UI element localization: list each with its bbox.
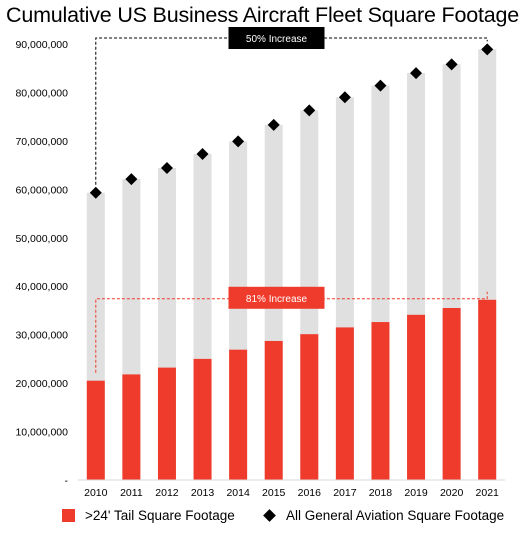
marker-all-ga <box>232 135 245 148</box>
y-tick-label: - <box>65 475 69 487</box>
y-tick-label: 90,000,000 <box>15 39 68 51</box>
x-tick-label: 2018 <box>369 487 393 499</box>
marker-all-ga <box>374 79 387 92</box>
x-tick-label: 2010 <box>84 487 108 499</box>
bar-tail <box>86 380 105 480</box>
y-tick-label: 40,000,000 <box>15 281 68 293</box>
x-tick-label: 2015 <box>262 487 286 499</box>
legend: >24' Tail Square Footage All General Avi… <box>0 508 529 530</box>
x-tick-label: 2016 <box>298 487 322 499</box>
bar-tail <box>335 327 354 480</box>
bar-tail <box>229 349 248 480</box>
y-tick-label: 10,000,000 <box>15 427 68 439</box>
bar-tail <box>407 314 426 480</box>
bar-tail <box>193 358 212 480</box>
y-tick-label: 60,000,000 <box>15 184 68 196</box>
legend-diamond-marker <box>263 509 276 522</box>
bar-tail <box>264 340 283 480</box>
legend-item-all: All General Aviation Square Footage <box>262 508 504 523</box>
marker-all-ga <box>303 104 316 117</box>
y-tick-label: 50,000,000 <box>15 233 68 245</box>
x-tick-label: 2019 <box>404 487 428 499</box>
marker-all-ga <box>196 147 209 160</box>
legend-swatch-red <box>62 509 75 522</box>
annotation-box <box>228 286 325 309</box>
marker-all-ga <box>445 58 458 71</box>
marker-all-ga <box>481 43 494 56</box>
bar-tail <box>122 374 141 480</box>
marker-all-ga <box>267 118 280 131</box>
legend-label-all: All General Aviation Square Footage <box>286 508 505 523</box>
annotation-box <box>228 27 325 49</box>
bar-tail <box>300 334 319 480</box>
annotation-label: 81% Increase <box>246 294 308 305</box>
x-tick-label: 2013 <box>191 487 215 499</box>
x-tick-label: 2017 <box>333 487 357 499</box>
x-tick-label: 2011 <box>120 487 143 499</box>
x-tick-label: 2020 <box>440 487 464 499</box>
y-tick-label: 70,000,000 <box>15 136 68 148</box>
marker-all-ga <box>338 91 351 104</box>
x-tick-label: 2014 <box>226 487 250 499</box>
marker-all-ga <box>125 173 138 186</box>
annotation-label: 50% Increase <box>246 34 308 45</box>
bar-tail <box>442 308 461 480</box>
legend-label-tail: >24' Tail Square Footage <box>85 508 235 523</box>
annotation-bracket <box>95 37 488 185</box>
chart-plot: - 10,000,000 20,000,000 30,000,000 40,000,00… <box>15 27 505 499</box>
bar-tail <box>478 299 497 480</box>
bar-tail <box>371 322 390 480</box>
y-tick-label: 20,000,000 <box>15 378 68 390</box>
marker-all-ga <box>410 67 423 80</box>
y-tick-label: 30,000,000 <box>15 330 68 342</box>
x-tick-label: 2021 <box>476 487 500 499</box>
bar-tail <box>157 367 176 480</box>
chart-title: Cumulative US Business Aircraft Fleet Sq… <box>6 3 520 27</box>
marker-all-ga <box>160 162 173 175</box>
legend-item-tail: >24' Tail Square Footage <box>62 508 235 523</box>
annotation-bracket <box>95 291 488 373</box>
x-tick-label: 2012 <box>155 487 179 499</box>
marker-all-ga <box>89 186 102 199</box>
y-tick-label: 80,000,000 <box>15 87 68 99</box>
